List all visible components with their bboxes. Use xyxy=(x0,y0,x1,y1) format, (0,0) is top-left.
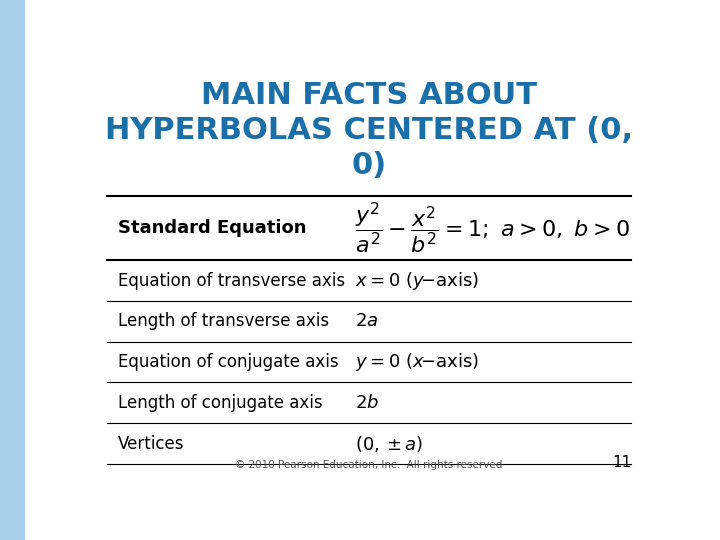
Text: Length of transverse axis: Length of transverse axis xyxy=(118,312,329,330)
Text: $2a$: $2a$ xyxy=(355,312,378,330)
Text: 11: 11 xyxy=(612,455,631,470)
Text: Length of conjugate axis: Length of conjugate axis xyxy=(118,394,323,412)
Text: $\dfrac{y^2}{a^2} - \dfrac{x^2}{b^2} = 1;\ a>0,\ b>0$: $\dfrac{y^2}{a^2} - \dfrac{x^2}{b^2} = 1… xyxy=(355,200,630,256)
Text: Equation of transverse axis: Equation of transverse axis xyxy=(118,272,345,289)
Text: Equation of conjugate axis: Equation of conjugate axis xyxy=(118,353,338,371)
Text: $2b$: $2b$ xyxy=(355,394,379,412)
Text: Standard Equation: Standard Equation xyxy=(118,219,307,237)
Text: Vertices: Vertices xyxy=(118,435,184,453)
Text: $(0, \pm a)$: $(0, \pm a)$ xyxy=(355,434,423,454)
Text: $y = 0\ (x\!\mathrm{-axis})$: $y = 0\ (x\!\mathrm{-axis})$ xyxy=(355,351,479,373)
Text: MAIN FACTS ABOUT
HYPERBOLAS CENTERED AT (0,
0): MAIN FACTS ABOUT HYPERBOLAS CENTERED AT … xyxy=(105,82,633,180)
Text: © 2010 Pearson Education, Inc.  All rights reserved: © 2010 Pearson Education, Inc. All right… xyxy=(235,460,503,470)
Text: $x = 0\ (y\!\mathrm{-axis})$: $x = 0\ (y\!\mathrm{-axis})$ xyxy=(355,269,479,292)
